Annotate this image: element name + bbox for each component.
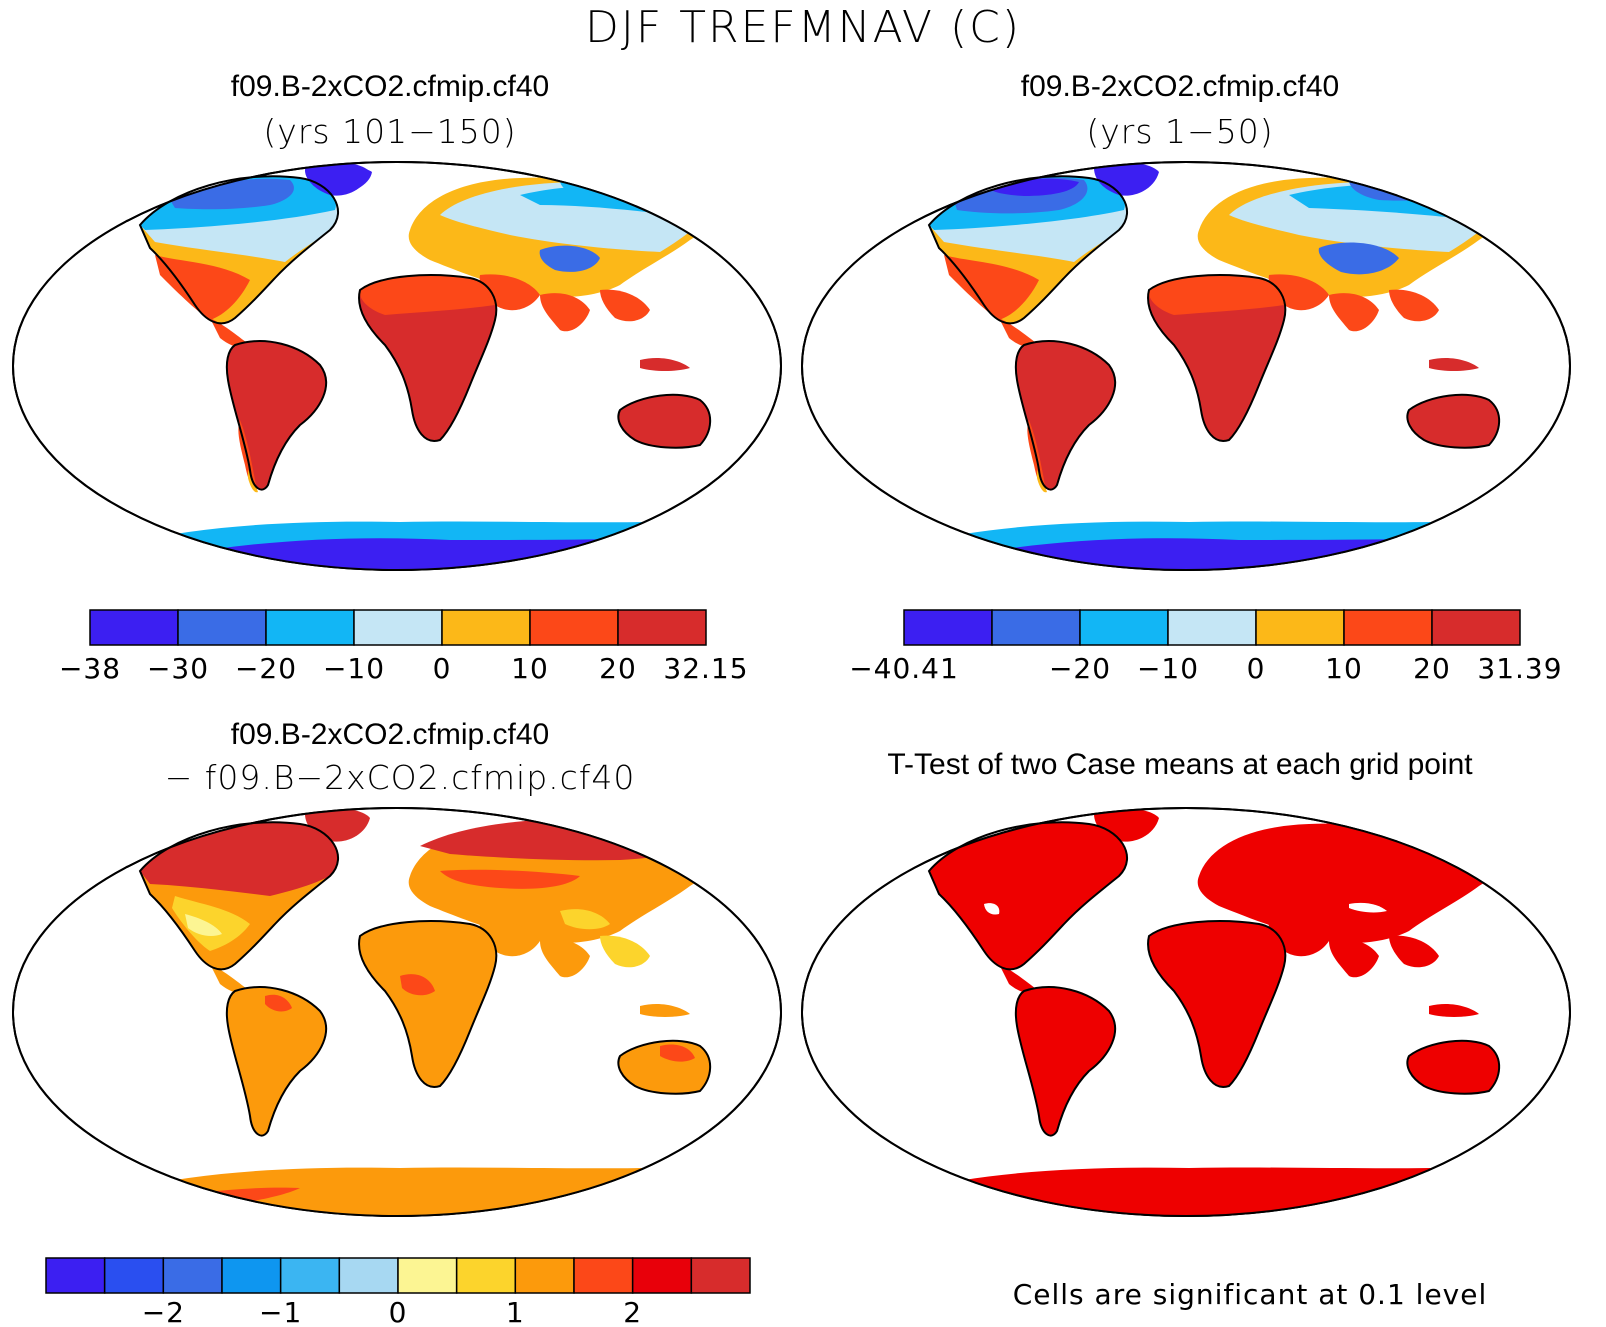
map-panel-2	[801, 161, 1571, 571]
colorbar-swatch	[441, 609, 531, 646]
colorbar-swatch	[1167, 609, 1257, 646]
colorbar-swatch	[1255, 609, 1345, 646]
panel-3-title: f09.B-2xCO2.cfmip.cf40	[230, 718, 550, 751]
colorbar-swatch	[338, 1257, 399, 1294]
colorbar-swatch	[221, 1257, 282, 1294]
colorbar-tick-label: 0	[433, 652, 452, 685]
colorbar-tick-label: 31.39	[1477, 652, 1562, 685]
panel-2-title: f09.B-2xCO2.cfmip.cf40	[1020, 70, 1340, 103]
map-panel-3	[12, 807, 782, 1217]
map-panel-4	[801, 807, 1571, 1217]
colorbar-swatch	[903, 609, 993, 646]
colorbar-swatch	[1431, 609, 1521, 646]
colorbar-tick-label: −38	[59, 652, 121, 685]
colorbar-tick-label: 0	[389, 1296, 408, 1327]
colorbar-swatch	[265, 609, 355, 646]
colorbar-swatch	[617, 609, 707, 646]
colorbar-swatch	[45, 1257, 106, 1294]
colorbar-tick-label: −10	[1137, 652, 1199, 685]
colorbar-tick-label: 20	[599, 652, 637, 685]
colorbar-swatch	[991, 609, 1081, 646]
colorbar-swatch	[1343, 609, 1433, 646]
colorbar-tick-label: −30	[147, 652, 209, 685]
colorbar-tick-label: 32.15	[663, 652, 748, 685]
colorbar-tick-label: 10	[1325, 652, 1363, 685]
panel-4-title: T-Test of two Case means at each grid po…	[887, 748, 1473, 781]
map-panel-1	[12, 161, 782, 571]
colorbar-swatch	[573, 1257, 634, 1294]
colorbar-tick-label: −2	[142, 1296, 185, 1327]
colorbar-panel-3: −2 −1 0 1 2	[45, 1257, 751, 1327]
colorbar-swatch	[690, 1257, 751, 1294]
panel-3-subtitle: − f09.B−2xCO2.cfmip.cf40	[164, 758, 636, 797]
colorbar-tick-label: −20	[1049, 652, 1111, 685]
colorbar-swatch	[1079, 609, 1169, 646]
colorbar-swatch	[529, 609, 619, 646]
colorbar-swatch	[162, 1257, 223, 1294]
colorbar-tick-label: 10	[511, 652, 549, 685]
colorbar-tick-label: −40.41	[849, 652, 959, 685]
panel-1-subtitle: (yrs 101−150)	[263, 112, 517, 151]
colorbar-tick-label: −10	[323, 652, 385, 685]
colorbar-swatch	[89, 609, 179, 646]
panel-2-subtitle: (yrs 1−50)	[1086, 112, 1274, 151]
colorbar-swatch	[455, 1257, 517, 1294]
colorbar-swatch	[279, 1257, 341, 1294]
colorbar-tick-label: 0	[1247, 652, 1266, 685]
colorbar-tick-label: −1	[259, 1296, 302, 1327]
figure-title: DJF TREFMNAV (C)	[584, 2, 1021, 53]
colorbar-swatch	[103, 1257, 165, 1294]
colorbar-tick-label: 1	[506, 1296, 525, 1327]
colorbar-tick-label: 20	[1413, 652, 1451, 685]
colorbar-panel-2: −40.41 −20 −10 0 10 20 31.39	[849, 609, 1562, 685]
colorbar-swatch	[353, 609, 443, 646]
colorbar-swatch	[514, 1257, 575, 1294]
colorbar-tick-label: 2	[623, 1296, 642, 1327]
colorbar-panel-1: −38 −30 −20 −10 0 10 20 32.15	[59, 609, 748, 685]
colorbar-tick-label: −20	[235, 652, 297, 685]
colorbar-swatch	[177, 609, 267, 646]
panel-1-title: f09.B-2xCO2.cfmip.cf40	[230, 70, 550, 103]
significance-note: Cells are significant at 0.1 level	[1012, 1278, 1488, 1311]
colorbar-swatch	[397, 1257, 458, 1294]
colorbar-swatch	[631, 1257, 693, 1294]
